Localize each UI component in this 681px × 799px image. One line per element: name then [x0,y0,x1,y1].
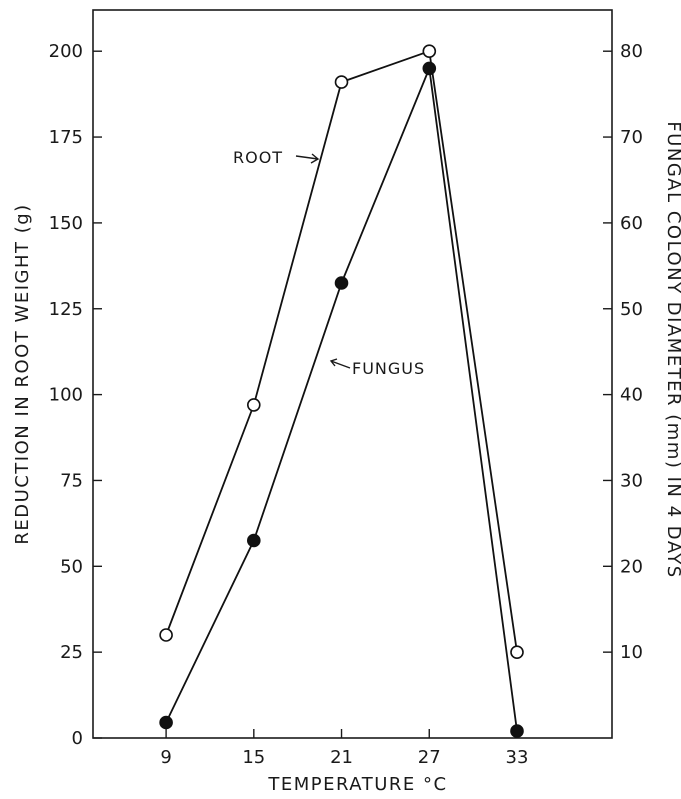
y2-tick-label-7: 80 [620,41,643,62]
y2-tick-label-6: 70 [620,127,643,148]
point-fungus-4 [510,724,524,738]
y2-tick-label-2: 30 [620,470,643,491]
y-tick-label-6: 150 [49,213,83,234]
series-lines [165,49,518,732]
right-y-axis-ticks: 10 20 30 40 50 60 70 80 [603,41,643,663]
y-tick-label-5: 125 [49,299,83,320]
series-line-root [165,49,518,653]
y2-tick-label-0: 10 [620,642,643,663]
left-y-axis-title: REDUCTION IN ROOT WEIGHT (g) [12,203,33,544]
y2-tick-label-1: 20 [620,556,643,577]
y-tick-label-0: 0 [72,728,83,749]
x-tick-label-4: 33 [506,747,529,768]
fungus-label-arrow [329,358,351,369]
y-tick-label-2: 50 [60,556,83,577]
series-line-fungus [165,64,518,732]
fungus-series-label: FUNGUS [352,359,425,378]
series-points [159,44,524,738]
y-tick-label-8: 200 [49,41,83,62]
x-axis-title: TEMPERATURE °C [267,774,447,795]
point-root-0 [159,628,173,642]
x-tick-label-0: 9 [160,747,171,768]
y2-tick-label-5: 60 [620,213,643,234]
x-tick-label-1: 15 [242,747,265,768]
left-y-axis-ticks: 0 25 50 75 100 125 150 175 200 [49,41,102,749]
y2-tick-label-3: 40 [620,385,643,406]
y-tick-label-1: 25 [60,642,83,663]
right-y-axis-title: FUNGAL COLONY DIAMETER (mm) IN 4 DAYS [663,121,681,578]
point-root-4 [510,645,524,660]
x-tick-label-2: 21 [330,747,353,768]
x-axis-ticks: 9 15 21 27 33 [160,729,528,768]
point-root-2 [334,75,349,89]
x-tick-label-3: 27 [418,747,441,768]
y-tick-label-4: 100 [49,385,83,406]
y-tick-label-3: 75 [60,470,83,491]
root-series-label: ROOT [233,148,283,167]
point-fungus-3 [422,61,437,76]
point-fungus-0 [159,715,173,730]
plot-frame [92,9,613,739]
point-root-1 [247,398,261,412]
root-label-arrow [295,153,320,164]
point-root-3 [422,44,437,59]
point-fungus-2 [334,276,349,290]
point-fungus-1 [247,533,261,548]
y-tick-label-7: 175 [49,127,83,148]
y2-tick-label-4: 50 [620,299,643,320]
